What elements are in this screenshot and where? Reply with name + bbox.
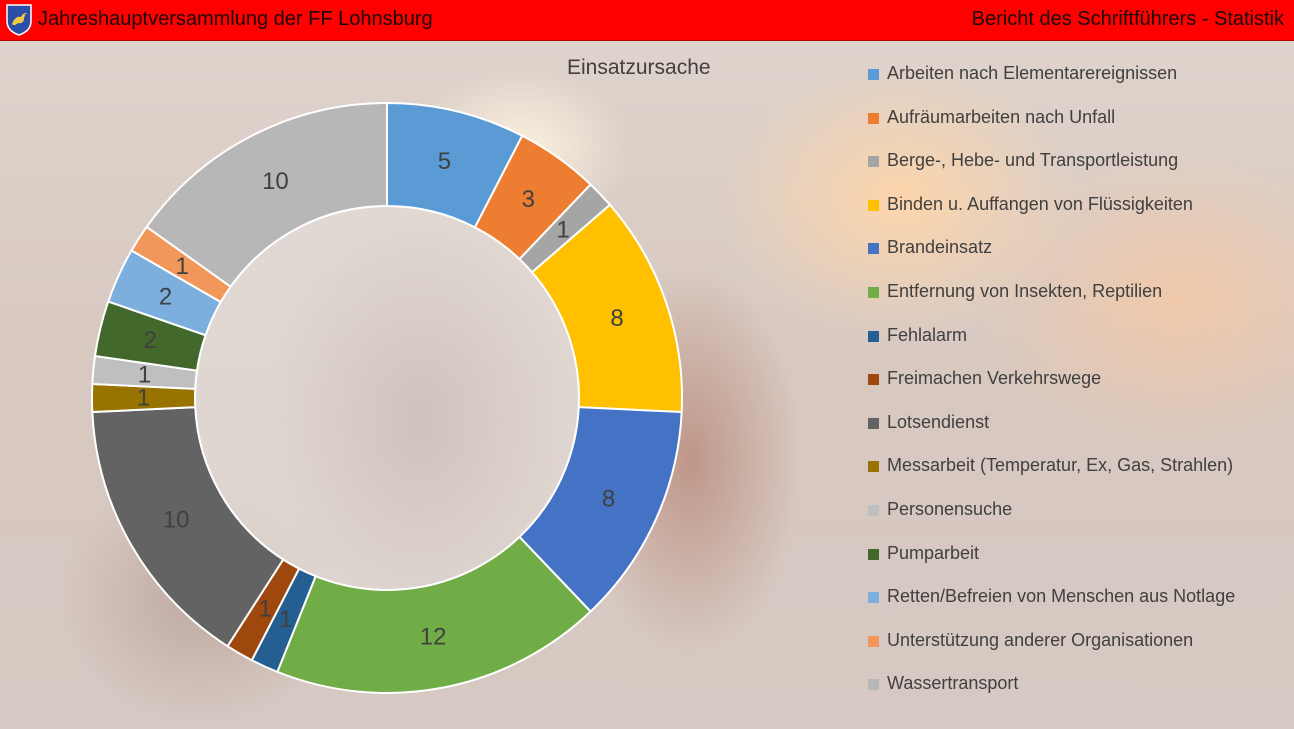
- legend-swatch: [868, 461, 879, 473]
- legend-item: Unterstützung anderer Organisationen: [868, 630, 1288, 674]
- legend-label: Binden u. Auffangen von Flüssigkeiten: [887, 193, 1193, 214]
- legend-label: Messarbeit (Temperatur, Ex, Gas, Strahle…: [887, 455, 1234, 476]
- slice-value-label: 1: [259, 595, 272, 622]
- legend-item: Entfernung von Insekten, Reptilien: [868, 281, 1288, 325]
- legend-label: Pumparbeit: [887, 542, 980, 563]
- legend-item: Brandeinsatz: [868, 237, 1288, 281]
- donut-slice: [145, 101, 388, 289]
- legend-item: Freimachen Verkehrswege: [868, 368, 1288, 412]
- slice-value-label: 8: [610, 305, 623, 332]
- legend-label: Berge-, Hebe- und Transportleistung: [887, 150, 1179, 171]
- legend-label: Arbeiten nach Elementarereignissen: [887, 63, 1178, 83]
- legend-label: Freimachen Verkehrswege: [887, 368, 1102, 389]
- legend-swatch: [868, 156, 879, 168]
- legend-swatch: [868, 417, 879, 429]
- header-bar: Jahreshauptversammlung der FF Lohnsburg …: [0, 0, 1294, 41]
- legend-swatch: [868, 548, 879, 560]
- legend-label: Entfernung von Insekten, Reptilien: [887, 280, 1163, 301]
- section-title: Bericht des Schriftführers - Statistik: [971, 8, 1284, 30]
- slice-value-label: 1: [137, 385, 150, 412]
- presentation-title: Jahreshauptversammlung der FF Lohnsburg: [38, 8, 433, 30]
- legend-item: Wassertransport: [868, 673, 1288, 717]
- legend-item: Arbeiten nach Elementarereignissen: [868, 63, 1288, 107]
- legend-item: Lotsendienst: [868, 412, 1288, 456]
- legend-swatch: [868, 635, 879, 647]
- slice-value-label: 3: [522, 186, 535, 213]
- legend-swatch: [868, 112, 879, 124]
- legend-item: Binden u. Auffangen von Flüssigkeiten: [868, 194, 1288, 238]
- legend-label: Unterstützung anderer Organisationen: [887, 629, 1194, 650]
- slice-value-label: 1: [557, 216, 570, 243]
- slice-value-label: 10: [163, 506, 190, 533]
- legend-item: Fehlalarm: [868, 325, 1288, 369]
- legend-label: Aufräumarbeiten nach Unfall: [887, 106, 1116, 127]
- slice-value-label: 8: [602, 486, 615, 513]
- slice-value-label: 2: [159, 283, 172, 310]
- chart-title: Einsatzursache: [567, 56, 711, 79]
- coat-of-arms-icon: [6, 4, 32, 36]
- legend-label: Wassertransport: [887, 673, 1019, 694]
- legend-swatch: [868, 199, 879, 211]
- legend-label: Personensuche: [887, 498, 1013, 519]
- legend-swatch: [868, 330, 879, 342]
- donut-slice: [276, 535, 592, 694]
- legend-item: Personensuche: [868, 499, 1288, 543]
- legend-swatch: [868, 504, 879, 516]
- slice-value-label: 10: [262, 168, 289, 195]
- donut-slices: [91, 101, 683, 694]
- legend-swatch: [868, 243, 879, 255]
- legend-swatch: [868, 592, 879, 604]
- legend-item: Retten/Befreien von Menschen aus Notlage: [868, 586, 1288, 630]
- legend-item: Messarbeit (Temperatur, Ex, Gas, Strahle…: [868, 455, 1288, 499]
- donut-hole: [194, 205, 580, 591]
- legend-label: Brandeinsatz: [887, 237, 993, 258]
- slice-value-label: 2: [144, 327, 157, 354]
- legend-label: Retten/Befreien von Menschen aus Notlage: [887, 586, 1236, 607]
- legend-swatch: [868, 69, 879, 80]
- legend-swatch: [868, 286, 879, 298]
- slice-value-label: 1: [279, 606, 292, 633]
- legend-item: Pumparbeit: [868, 543, 1288, 587]
- slice-value-label: 12: [420, 624, 447, 651]
- legend-label: Fehlalarm: [887, 324, 968, 345]
- slice-value-label: 1: [175, 253, 188, 280]
- slice-value-label: 5: [438, 148, 451, 175]
- chart-legend: Arbeiten nach Elementarereignissen Aufräu…: [868, 63, 1288, 717]
- legend-item: Berge-, Hebe- und Transportleistung: [868, 150, 1288, 194]
- legend-item: Aufräumarbeiten nach Unfall: [868, 107, 1288, 151]
- legend-swatch: [868, 679, 879, 691]
- legend-label: Lotsendienst: [887, 411, 990, 432]
- legend-swatch: [868, 374, 879, 386]
- slice-value-label: 1: [138, 361, 151, 388]
